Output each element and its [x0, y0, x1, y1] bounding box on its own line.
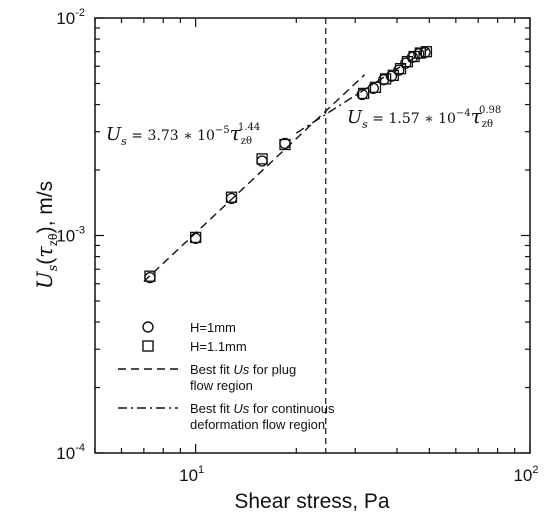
eq2-tau-sub: zθ [482, 119, 493, 130]
eq1-lhs: U [106, 124, 122, 145]
y-tick-label: 10-3 [56, 225, 85, 246]
legend-label-h1mm: H=1mm [190, 320, 236, 335]
data-point-square [379, 73, 392, 85]
eq2-tau-exp: 0.98 [479, 105, 501, 116]
data-point-square [420, 46, 433, 58]
legend-label-deform-fit-line1: Best fit Us for continuous [190, 401, 335, 416]
x-tick-label: 101 [179, 464, 204, 485]
legend-label-deform-fit-line2: deformation flow region [190, 417, 325, 432]
eq2-lhs-sub: s [362, 118, 368, 131]
eq2-coef: 1.57 [388, 111, 419, 127]
data-point-square [225, 191, 238, 203]
legend: H=1mm H=1.1mm Best fit Us for plug flow … [118, 320, 335, 432]
eq1-tau: τ [230, 121, 242, 145]
y-tick-label: 10-2 [56, 7, 85, 28]
eq1-pow-exp: −5 [215, 125, 230, 136]
data-markers [144, 46, 433, 284]
fit-line-plug-flow [143, 74, 366, 282]
data-point-square [387, 69, 399, 81]
data-point-square [408, 50, 420, 63]
x-axis-title: Shear stress, Pa [234, 490, 390, 513]
data-point-square [357, 87, 370, 100]
fit-line-continuous-deformation [295, 47, 430, 134]
eq1-pow-base: 10 [197, 128, 215, 144]
axis-ticks [94, 17, 531, 454]
legend-label-h11mm: H=1.1mm [190, 339, 247, 354]
data-point-square [189, 231, 202, 244]
eq2-equals: = [368, 111, 389, 127]
data-point-square [394, 62, 407, 75]
eq2-lhs: U [347, 107, 363, 128]
equation-plug-flow: Us = 3.73 ∗ 10−5τzθ 1.44 [106, 121, 260, 148]
y-tick-label: 10-4 [56, 442, 85, 463]
eq1-tau-sub: zθ [241, 136, 252, 147]
legend-label-plug-fit-line2: flow region [190, 378, 253, 393]
eq1-coef: 3.73 [147, 128, 178, 144]
equation-continuous-deformation: Us = 1.57 ∗ 10−4τzθ 0.98 [347, 104, 501, 131]
eq1-times: ∗ [179, 128, 197, 144]
data-point-square [369, 81, 382, 93]
eq2-pow-base: 10 [438, 111, 456, 127]
data-point-square [279, 138, 291, 151]
legend-square-marker [142, 340, 154, 352]
data-point-circle [356, 88, 368, 101]
eq1-tau-exp: 1.44 [238, 122, 260, 133]
data-point-square [256, 153, 268, 165]
data-point-square [414, 47, 427, 59]
eq1-equals: = [127, 128, 148, 144]
axis-tick-labels: 101 102 10-4 10-3 10-2 [56, 7, 538, 485]
legend-circle-marker [142, 321, 154, 333]
plot-frame [94, 17, 531, 454]
eq2-pow-exp: −4 [456, 108, 471, 119]
legend-label-plug-fit-line1: Best fit Us for plug [190, 362, 296, 377]
eq2-tau: τ [471, 104, 483, 128]
y-axis-title: Us(τzθ), m/s [33, 181, 61, 289]
eq2-times: ∗ [420, 111, 438, 127]
x-tick-label: 102 [513, 464, 538, 485]
data-point-square [144, 270, 156, 282]
eq1-lhs-sub: s [121, 135, 127, 148]
data-point-circle [385, 70, 398, 82]
